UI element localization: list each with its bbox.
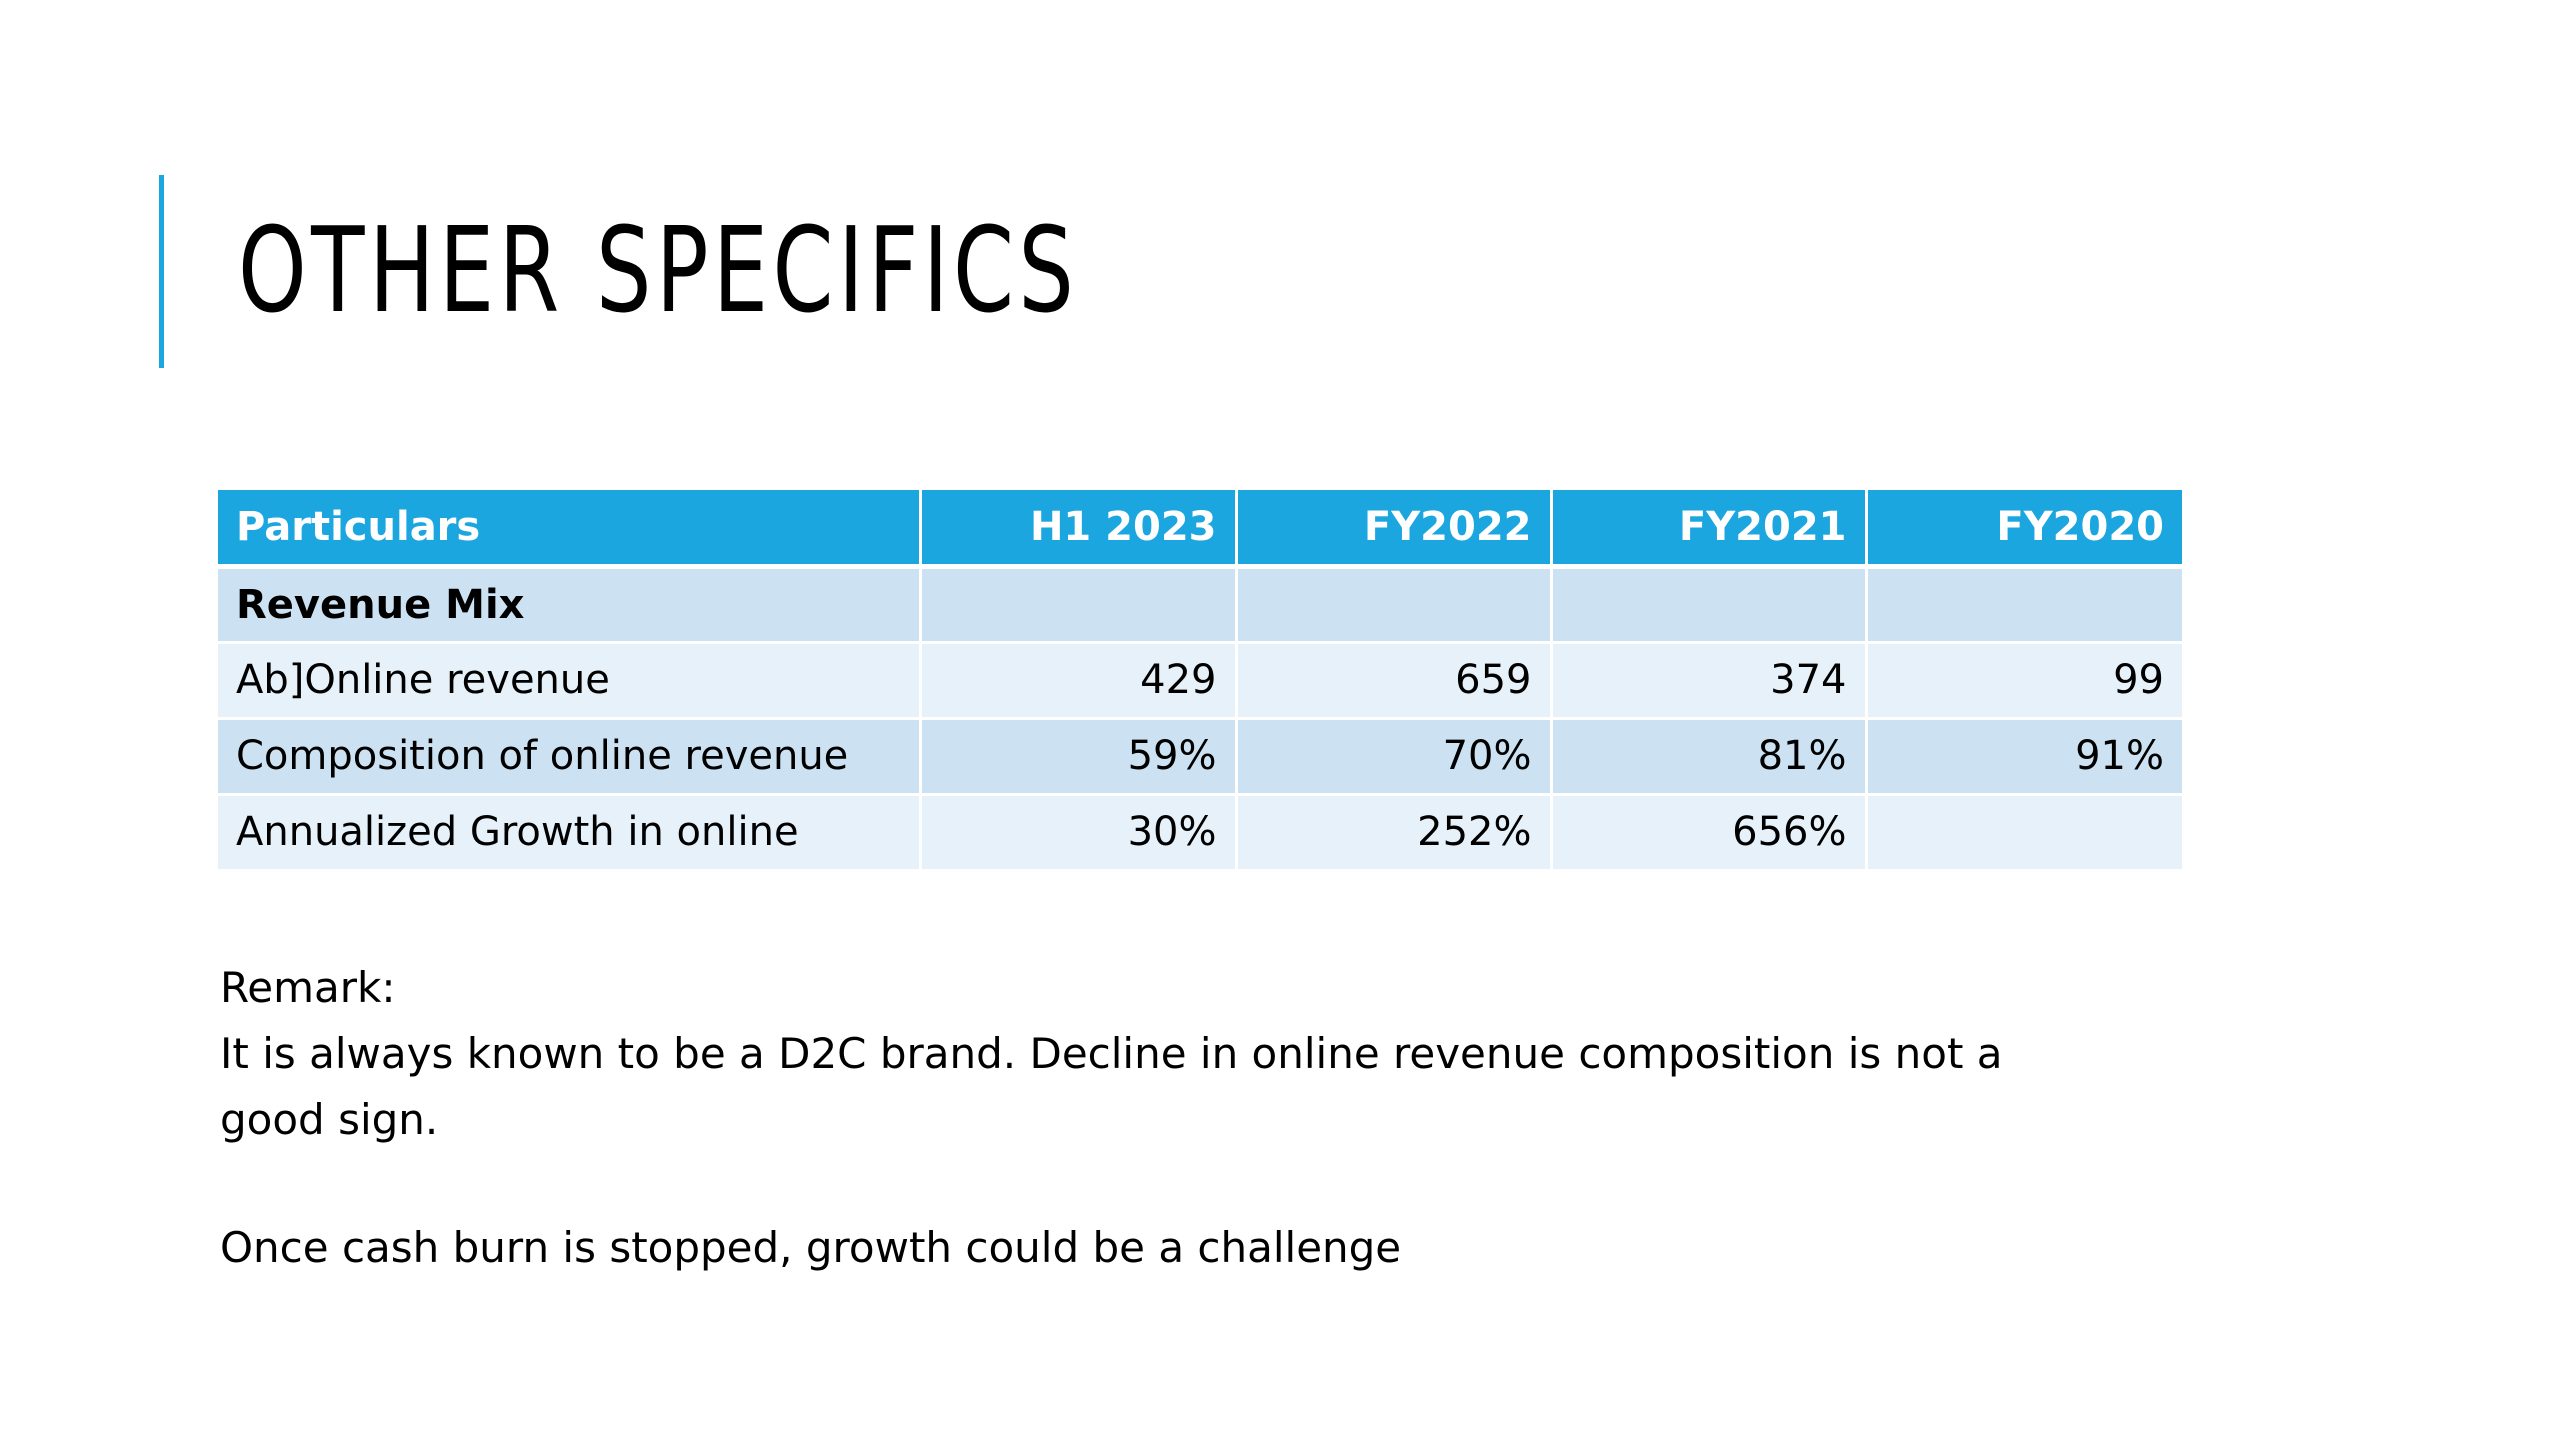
slide-title: OTHER SPECIFICS [238,201,1079,339]
section-label: Revenue Mix [218,566,922,644]
row-label: Annualized Growth in online [218,794,922,872]
row-label: Ab]Online revenue [218,642,922,720]
revenue-mix-table: Particulars H1 2023 FY2022 FY2021 FY2020… [218,490,2182,872]
table-cell [1866,566,2182,644]
header-fy2020: FY2020 [1866,490,2182,569]
remark-line-1: It is always known to be a D2C brand. De… [220,1029,2003,1144]
remark-heading: Remark: [220,963,396,1012]
table-cell: 252% [1236,794,1553,872]
table-cell [920,566,1238,644]
header-particulars: Particulars [218,490,922,569]
table-row-section: Revenue Mix [218,566,2182,644]
title-accent-bar [159,175,164,368]
table-cell: 429 [920,642,1238,720]
table-cell: 59% [920,718,1238,796]
table-cell: 656% [1551,794,1868,872]
table-cell: 374 [1551,642,1868,720]
table-row: Annualized Growth in online 30% 252% 656… [218,794,2182,872]
header-fy2022: FY2022 [1236,490,1553,569]
remark-line-2: Once cash burn is stopped, growth could … [220,1223,1402,1272]
remark-block: Remark: It is always known to be a D2C b… [220,955,2120,1281]
table-cell: 91% [1866,718,2182,796]
table-cell [1551,566,1868,644]
table-cell: 659 [1236,642,1553,720]
table-cell [1866,794,2182,872]
table-row: Ab]Online revenue 429 659 374 99 [218,642,2182,720]
table-cell: 30% [920,794,1238,872]
table-row: Composition of online revenue 59% 70% 81… [218,718,2182,796]
header-h1-2023: H1 2023 [920,490,1238,569]
header-fy2021: FY2021 [1551,490,1868,569]
table-cell: 81% [1551,718,1868,796]
table-cell: 99 [1866,642,2182,720]
table-cell: 70% [1236,718,1553,796]
row-label: Composition of online revenue [218,718,922,796]
table-cell [1236,566,1553,644]
table-header-row: Particulars H1 2023 FY2022 FY2021 FY2020 [218,490,2182,569]
